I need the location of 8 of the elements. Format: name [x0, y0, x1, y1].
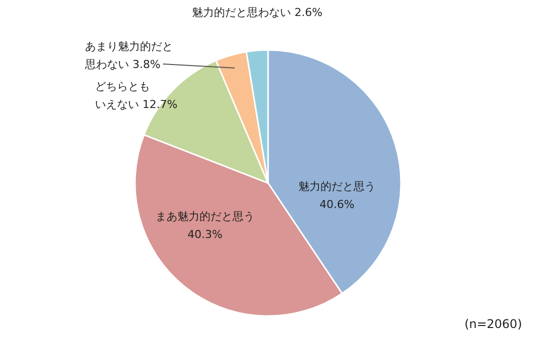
- slice-label: どちらともいえない 12.7%: [95, 80, 178, 111]
- slice-label: 魅力的だと思わない 2.6%: [192, 6, 322, 19]
- data-label: 40.3%: [188, 228, 222, 241]
- slice-label: 魅力的だと思う: [298, 180, 376, 193]
- data-label: 40.6%: [320, 198, 354, 211]
- text: (n=2060): [464, 317, 522, 331]
- slice-label: あまり魅力的だと思わない 3.8%: [84, 40, 173, 71]
- slice-label: まあ魅力的だと思う: [156, 210, 254, 223]
